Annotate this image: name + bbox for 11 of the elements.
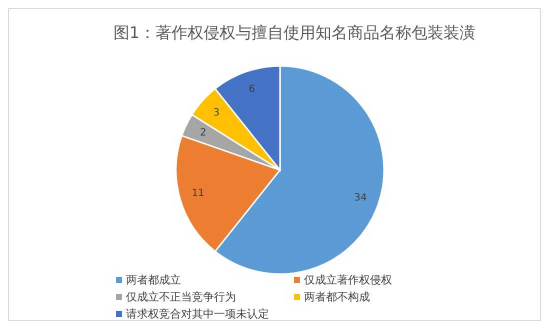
legend-label: 两者都不构成 <box>304 290 370 304</box>
legend-label: 仅成立不正当竞争行为 <box>126 290 236 304</box>
data-label: 2 <box>200 128 206 138</box>
data-label: 3 <box>213 108 220 119</box>
chart-title: 图1：著作权侵权与擅自使用知名商品名称包装装潢 <box>113 23 476 42</box>
legend-label: 请求权竞合对其中一项未认定 <box>126 308 269 320</box>
data-label: 6 <box>248 84 256 96</box>
legend-label: 仅成立著作权侵权 <box>304 274 392 286</box>
data-label: 34 <box>354 192 367 204</box>
data-label: 11 <box>192 188 204 200</box>
legend-label: 两者都成立 <box>126 274 181 286</box>
